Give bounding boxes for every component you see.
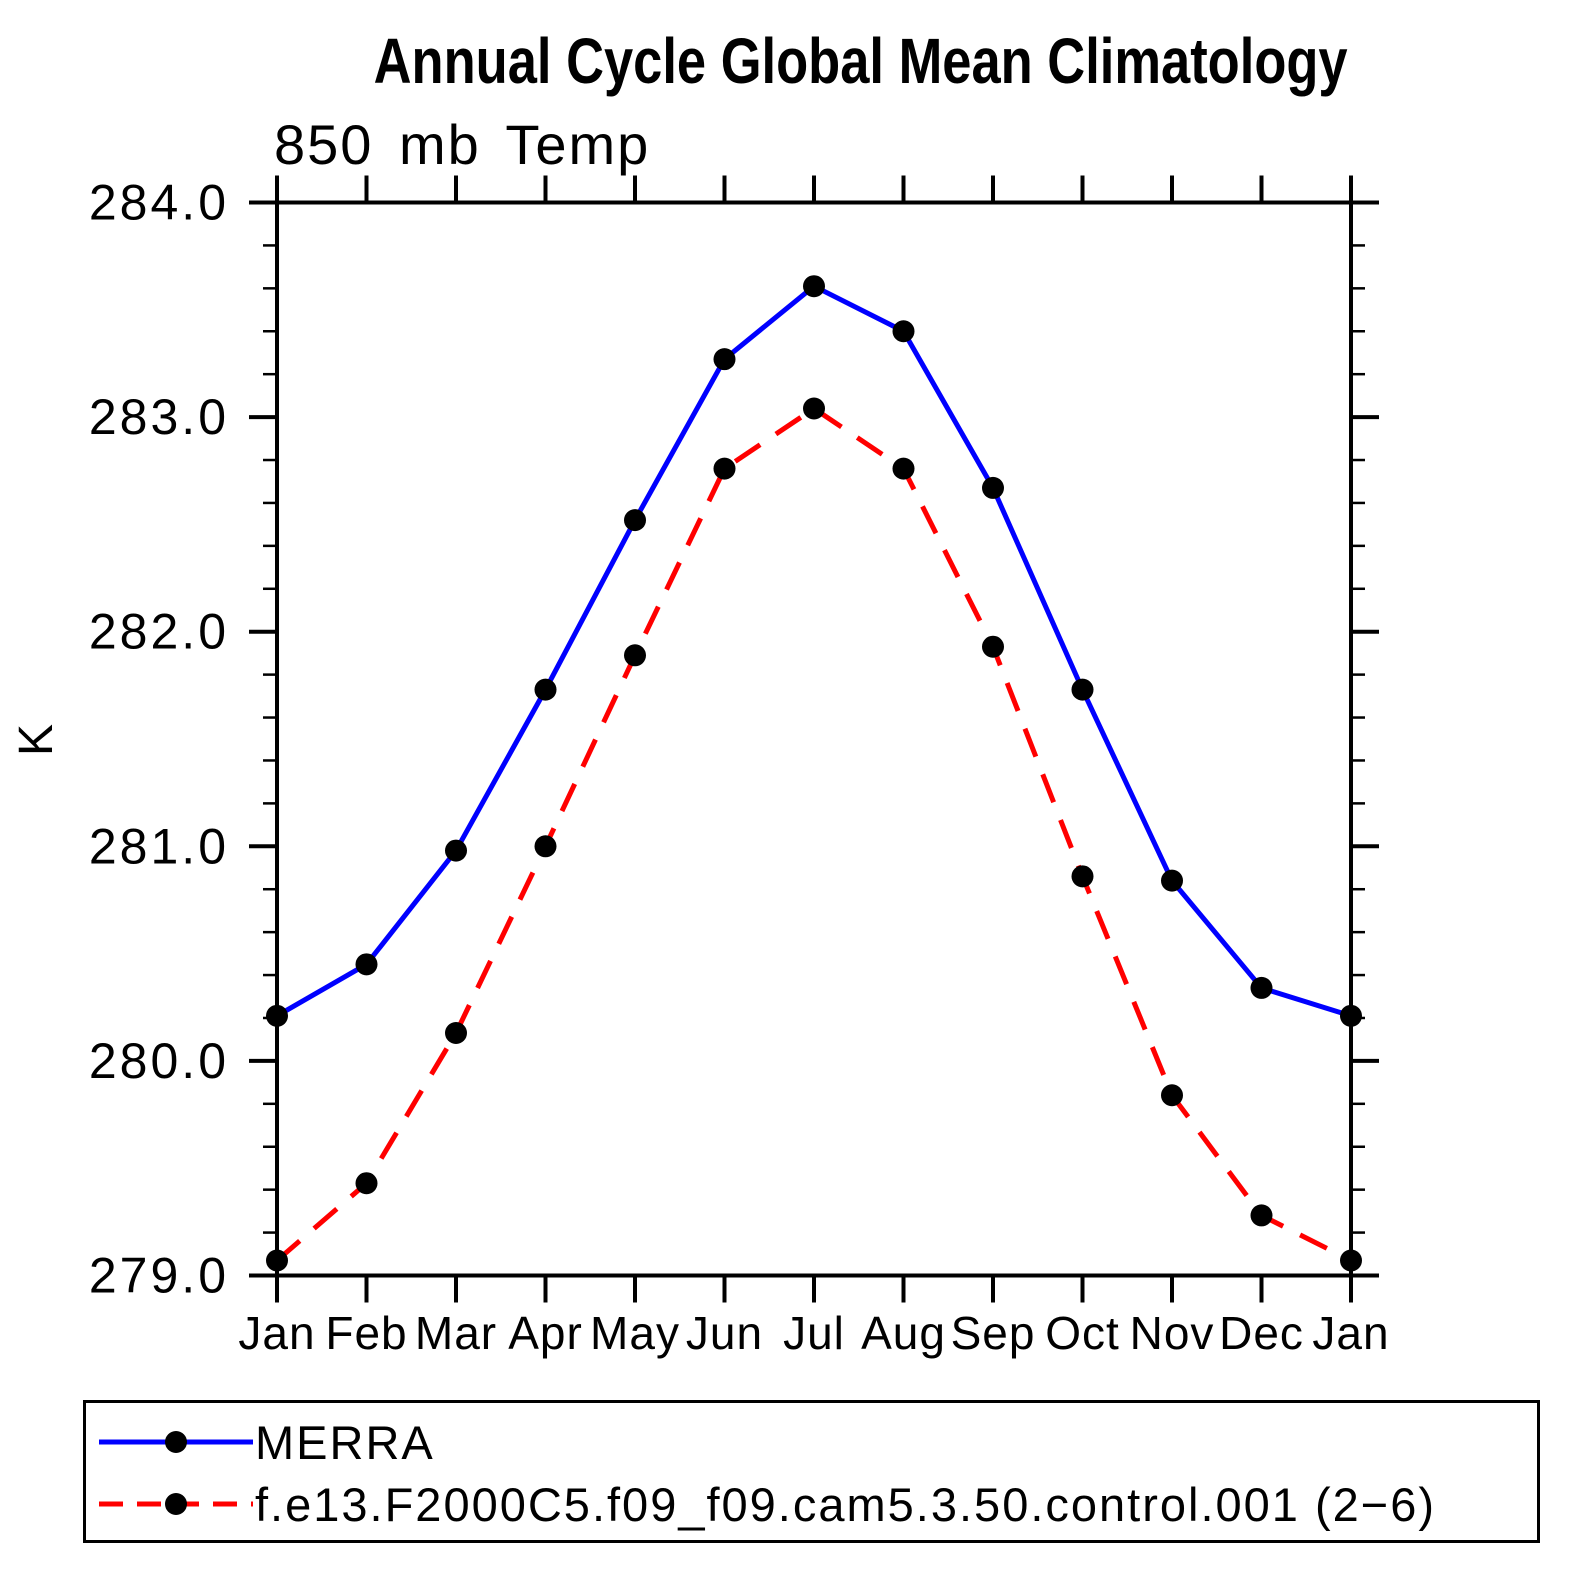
series-line-model xyxy=(275,406,1353,1263)
data-point-marker xyxy=(534,835,557,858)
x-tick-label: Feb xyxy=(325,1307,407,1359)
data-point-marker xyxy=(982,476,1004,499)
plot-border xyxy=(275,200,1353,1278)
data-point-marker xyxy=(1340,1249,1362,1272)
data-point-marker xyxy=(624,509,646,532)
data-point-marker xyxy=(1161,869,1183,892)
legend-label-merra: MERRA xyxy=(255,1415,435,1469)
x-tick-label: Nov xyxy=(1130,1307,1215,1359)
y-tick-label: 283.0 xyxy=(89,389,229,445)
data-point-marker xyxy=(534,678,557,701)
y-tick-label: 282.0 xyxy=(89,604,229,660)
data-point-marker xyxy=(713,457,736,480)
y-axis-label: K xyxy=(10,724,63,756)
legend-box: MERRA f.e13.F2000C5.f09_f09.cam5.3.50.co… xyxy=(83,1400,1540,1543)
series-line-merra xyxy=(275,283,1352,1019)
data-point-marker xyxy=(445,1022,467,1045)
legend-line-sample-model xyxy=(99,1493,253,1515)
data-point-marker xyxy=(445,839,467,862)
x-tick-label: Oct xyxy=(1045,1307,1120,1359)
legend-label-model: f.e13.F2000C5.f09_f09.cam5.3.50.control.… xyxy=(255,1477,1437,1531)
chart-subtitle: 850 mb Temp xyxy=(274,113,651,176)
data-point-marker xyxy=(803,275,825,298)
x-tick-label: Sep xyxy=(951,1307,1036,1359)
data-point-marker xyxy=(624,644,646,667)
data-point-marker xyxy=(982,635,1004,658)
data-point-marker xyxy=(266,1004,288,1027)
data-point-marker xyxy=(1161,1084,1183,1107)
y-tick-label: 281.0 xyxy=(89,818,229,874)
data-point-marker xyxy=(1071,865,1094,888)
x-tick-label: Dec xyxy=(1219,1307,1304,1359)
data-point-marker xyxy=(892,457,915,480)
x-tick-label: Jun xyxy=(686,1307,763,1359)
data-point-marker xyxy=(1250,976,1273,999)
data-point-marker xyxy=(713,348,736,371)
data-point-marker xyxy=(892,320,915,343)
data-point-marker xyxy=(1340,1004,1362,1027)
data-point-marker xyxy=(1071,678,1094,701)
x-tick-label: Jan xyxy=(1312,1307,1389,1359)
data-point-marker xyxy=(1250,1204,1273,1227)
x-tick-label: Mar xyxy=(415,1307,497,1359)
chart-title: Annual Cycle Global Mean Climatology xyxy=(373,25,1348,97)
y-tick-label: 284.0 xyxy=(89,175,229,231)
data-point-marker xyxy=(355,1172,378,1195)
legend-entry-merra: MERRA xyxy=(97,1413,435,1471)
y-tick-label: 280.0 xyxy=(89,1033,229,1089)
data-point-marker xyxy=(803,397,825,420)
x-tick-label: Apr xyxy=(508,1307,583,1359)
legend-line-sample-merra xyxy=(99,1431,253,1453)
x-tick-label: Jul xyxy=(783,1307,845,1359)
legend-marker xyxy=(165,1431,187,1453)
x-tick-label: Jan xyxy=(238,1307,315,1359)
data-point-marker xyxy=(355,953,378,976)
y-tick-label: 279.0 xyxy=(89,1248,229,1304)
x-tick-label: May xyxy=(590,1307,680,1359)
legend-marker xyxy=(165,1493,187,1515)
x-tick-label: Aug xyxy=(861,1307,946,1359)
legend-entry-model: f.e13.F2000C5.f09_f09.cam5.3.50.control.… xyxy=(97,1475,1436,1533)
data-point-marker xyxy=(266,1249,288,1272)
